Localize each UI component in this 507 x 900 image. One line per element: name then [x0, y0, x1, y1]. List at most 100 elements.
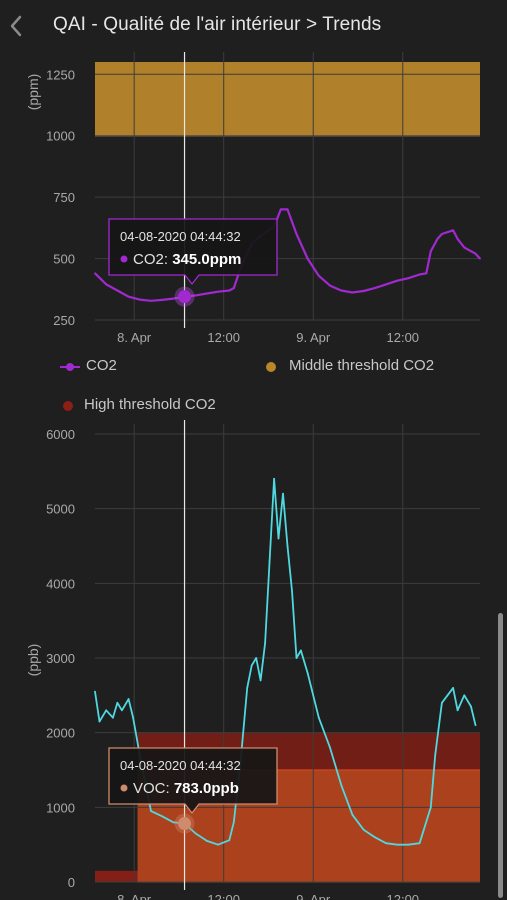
co2-point-36 [452, 229, 455, 232]
co2-point-20 [295, 233, 298, 235]
y-tick-label-1: 1000 [46, 800, 75, 815]
tooltip-box [108, 218, 278, 286]
voc-point-41 [396, 843, 399, 846]
voc-point-3 [112, 716, 114, 719]
voc-point-37 [351, 813, 354, 816]
co2-point-35 [441, 233, 443, 235]
y-axis-label: (ppm) [25, 74, 41, 111]
co2-chart[interactable]: 250 500 750 1000 1250 8. Apr 12:00 9. Apr 12:00 (… [0, 52, 507, 352]
page-title: QAI - Qualité de l'air intérieur > Trend… [53, 14, 382, 35]
co2-point-26 [362, 290, 365, 292]
tooltip-date: 04-08-2020 04:44:32 [120, 758, 241, 773]
co2-point-24 [340, 289, 343, 292]
legend-co2-marker-icon [60, 363, 80, 371]
voc-point-15 [206, 840, 208, 842]
co2-point-9 [194, 294, 197, 297]
x-tick-label-3: 12:00 [387, 330, 420, 345]
voc-point-24 [264, 642, 267, 644]
threshold-band-0 [95, 62, 480, 136]
back-button[interactable] [0, 0, 36, 52]
voc-point-35 [329, 746, 331, 749]
co2-point-29 [396, 279, 399, 282]
co2-point-38 [463, 246, 466, 249]
co2-point-32 [425, 272, 428, 275]
co2-point-27 [373, 287, 376, 289]
tooltip-box [108, 747, 278, 815]
legend-middle-marker-icon [266, 362, 276, 372]
x-tick-label-1: 12:00 [207, 330, 240, 345]
scrollbar[interactable] [498, 613, 503, 898]
co2-point-12 [228, 289, 231, 292]
co2-point-30 [407, 277, 410, 280]
co2-point-2 [116, 289, 119, 292]
co2-point-18 [279, 208, 282, 211]
co2-point-40 [479, 257, 481, 260]
co2-point-21 [306, 257, 309, 260]
voc-point-28 [282, 492, 284, 495]
tooltip: 04-08-2020 04:44:32 CO2: 345.0ppm [108, 218, 278, 286]
co2-point-4 [138, 298, 141, 301]
voc-point-18 [232, 821, 235, 824]
voc-point-31 [295, 657, 298, 659]
y-tick-label-0: 0 [68, 875, 75, 890]
co2-point-31 [418, 273, 421, 276]
voc-point-42 [407, 843, 410, 846]
voc-point-22 [255, 657, 258, 659]
voc-point-12 [172, 821, 175, 824]
voc-point-29 [286, 545, 289, 547]
tooltip-series-label: VOC: 783.0ppb [133, 780, 239, 797]
voc-point-10 [150, 810, 152, 812]
voc-point-40 [385, 842, 387, 845]
co2-point-7 [172, 297, 175, 300]
voc-point-36 [340, 784, 343, 786]
tooltip-series-dot [120, 784, 128, 792]
voc-point-38 [362, 828, 365, 831]
voc-point-39 [373, 836, 376, 839]
voc-point-1 [98, 720, 101, 723]
voc-point-46 [441, 701, 443, 704]
voc-point-14 [194, 832, 197, 835]
y-tick-label-4: 4000 [46, 576, 75, 591]
y-tick-label-2: 2000 [46, 726, 75, 741]
voc-point-2 [105, 709, 108, 712]
x-tick-label-2: 9. Apr [296, 330, 331, 345]
voc-point-20 [246, 686, 249, 689]
tooltip-value: 783.0ppb [174, 780, 239, 797]
co2-point-23 [329, 284, 331, 287]
co2-point-34 [436, 238, 439, 240]
voc-point-26 [273, 477, 275, 480]
co2-point-10 [206, 292, 208, 295]
voc-point-32 [300, 649, 302, 652]
co2-point-3 [127, 295, 130, 298]
voc-point-27 [277, 537, 280, 540]
y-tick-label-2: 750 [53, 190, 75, 205]
co2-point-37 [456, 238, 459, 240]
voc-point-45 [434, 754, 437, 756]
co2-point-22 [317, 274, 320, 277]
voc-point-5 [120, 709, 123, 712]
legend-middle-label: Middle threshold CO2 [289, 357, 435, 374]
voc-chart[interactable]: 0 1000 2000 3000 4000 5000 6000 8. Apr 12:00 9. A… [0, 420, 507, 900]
tooltip-series-dot [120, 255, 128, 263]
voc-point-47 [452, 686, 455, 689]
app-header: QAI - Qualité de l'air intérieur > Trend… [0, 0, 507, 52]
voc-point-21 [250, 664, 253, 667]
voc-point-48 [456, 709, 459, 712]
y-axis-label: (ppb) [25, 644, 41, 677]
x-tick-label-0: 8. Apr [117, 330, 152, 345]
co2-point-5 [150, 299, 152, 302]
x-tick-label-3: 12:00 [387, 892, 420, 900]
x-tick-label-0: 8. Apr [117, 892, 152, 900]
legend-co2[interactable]: CO2 [60, 357, 210, 377]
co2-point-13 [232, 287, 235, 289]
y-tick-label-0: 250 [53, 313, 75, 328]
voc-point-0 [94, 690, 96, 693]
tooltip-value: 345.0ppm [172, 251, 241, 268]
voc-point-51 [474, 724, 477, 727]
y-tick-label-3: 1000 [46, 129, 75, 144]
voc-point-11 [161, 815, 164, 818]
tooltip: 04-08-2020 04:44:32 VOC: 783.0ppb [108, 747, 278, 815]
legend-high-threshold[interactable]: High threshold CO2 [62, 396, 262, 416]
tooltip-date: 04-08-2020 04:44:32 [120, 229, 241, 244]
legend-middle-threshold[interactable]: Middle threshold CO2 [265, 357, 465, 377]
